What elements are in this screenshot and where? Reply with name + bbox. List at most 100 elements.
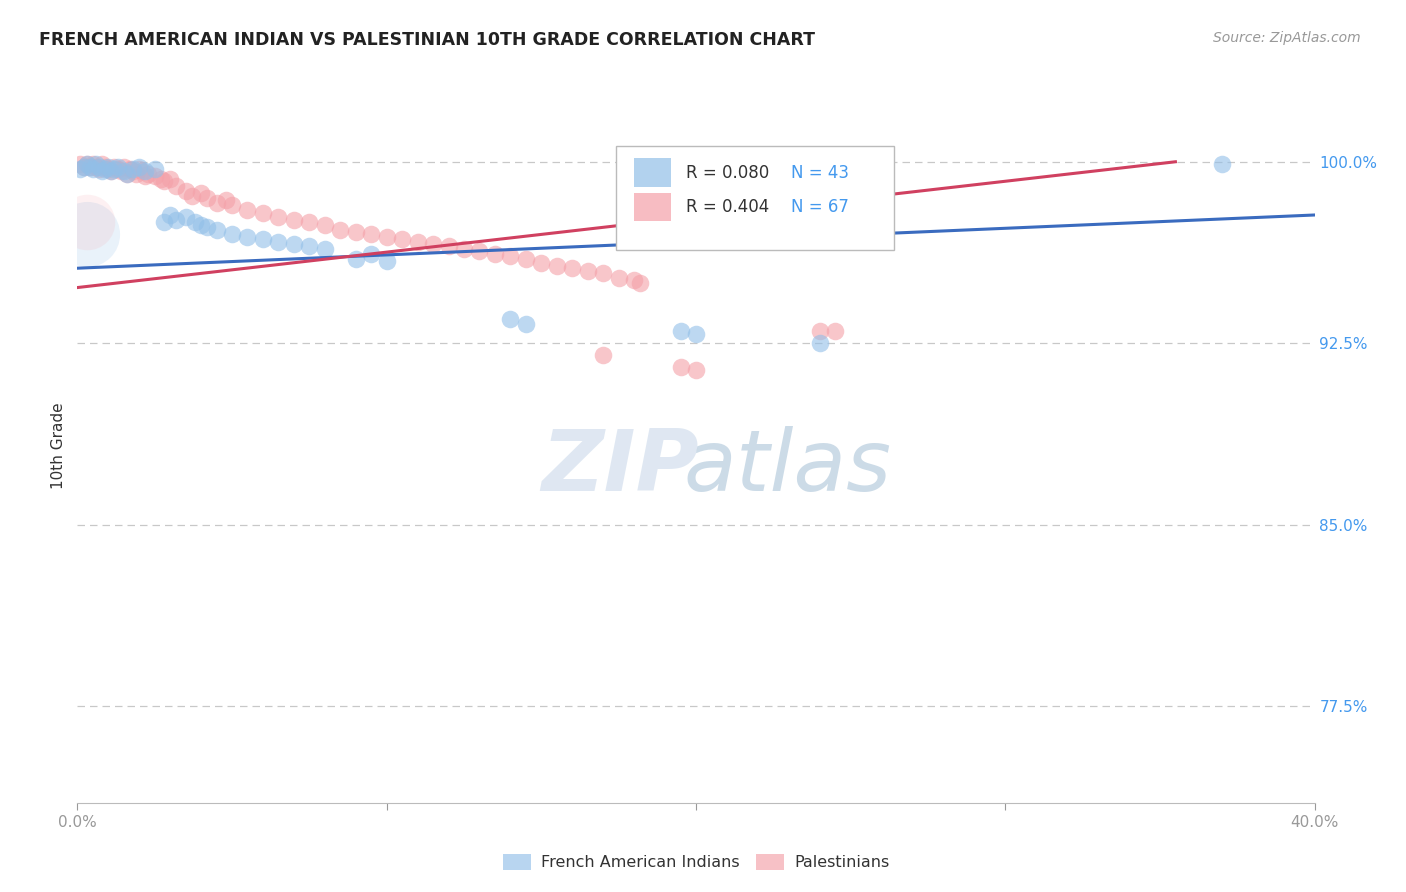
Point [221, 198, 243, 212]
Point [267, 235, 290, 249]
Point [97, 160, 120, 174]
Point [128, 160, 150, 174]
Point [329, 222, 352, 236]
Point [236, 229, 259, 244]
Point [79, 160, 101, 174]
Point [195, 220, 218, 235]
Point [360, 227, 382, 242]
Point [283, 212, 305, 227]
Point [149, 171, 172, 186]
Point [122, 164, 145, 178]
Point [87, 161, 110, 176]
Point [72, 160, 94, 174]
Point [153, 174, 176, 188]
Point [107, 161, 129, 176]
Point [190, 218, 212, 232]
Point [685, 326, 707, 341]
FancyBboxPatch shape [634, 193, 671, 221]
Point [76, 157, 98, 171]
Point [91, 164, 114, 178]
Point [112, 160, 135, 174]
Point [94, 160, 117, 174]
Point [344, 225, 367, 239]
Point [576, 263, 599, 277]
Point [94, 161, 117, 176]
Text: ZIP: ZIP [541, 425, 699, 509]
Point [499, 249, 522, 263]
Point [87, 160, 110, 174]
Point [125, 167, 148, 181]
Point [107, 160, 129, 174]
Point [97, 161, 120, 176]
Y-axis label: 10th Grade: 10th Grade [51, 402, 66, 490]
Point [484, 246, 506, 260]
Point [314, 242, 336, 256]
Point [103, 161, 125, 176]
Point [159, 171, 181, 186]
Point [453, 242, 475, 256]
Point [669, 324, 692, 338]
Point [205, 222, 228, 236]
Point [112, 164, 135, 178]
Point [824, 324, 846, 338]
Point [283, 237, 305, 252]
Point [134, 164, 156, 178]
Point [138, 167, 160, 181]
Point [190, 186, 212, 201]
Point [79, 160, 101, 174]
Point [115, 167, 138, 181]
Point [515, 317, 537, 331]
Point [165, 212, 187, 227]
Point [215, 194, 238, 208]
Point [195, 191, 218, 205]
Point [375, 229, 398, 244]
Point [530, 256, 553, 270]
Text: atlas: atlas [683, 425, 891, 509]
Point [110, 164, 132, 178]
Text: N = 67: N = 67 [792, 198, 849, 216]
Point [174, 184, 197, 198]
Point [76, 227, 98, 242]
Point [546, 259, 568, 273]
Text: Source: ZipAtlas.com: Source: ZipAtlas.com [1213, 31, 1361, 45]
Point [221, 227, 243, 242]
Point [103, 160, 125, 174]
Point [314, 218, 336, 232]
Point [205, 195, 228, 210]
Point [628, 276, 651, 290]
Point [76, 215, 98, 229]
Point [82, 161, 104, 176]
Point [592, 266, 614, 280]
Point [623, 273, 645, 287]
Point [131, 164, 153, 178]
Point [180, 188, 202, 202]
Point [561, 261, 583, 276]
Point [252, 232, 274, 246]
Point [422, 237, 444, 252]
Point [344, 252, 367, 266]
Point [159, 208, 181, 222]
Point [84, 157, 107, 171]
Point [76, 157, 98, 171]
Point [515, 252, 537, 266]
Point [607, 271, 630, 285]
Point [499, 312, 522, 326]
Text: R = 0.404: R = 0.404 [686, 198, 785, 216]
Point [69, 161, 91, 176]
Point [391, 232, 413, 246]
Point [91, 157, 114, 171]
Text: FRENCH AMERICAN INDIAN VS PALESTINIAN 10TH GRADE CORRELATION CHART: FRENCH AMERICAN INDIAN VS PALESTINIAN 10… [39, 31, 815, 49]
Point [685, 363, 707, 377]
FancyBboxPatch shape [616, 146, 894, 250]
Point [298, 215, 321, 229]
Point [808, 336, 831, 351]
Point [134, 169, 156, 184]
Point [122, 161, 145, 176]
Point [468, 244, 491, 259]
Point [184, 215, 207, 229]
Point [143, 169, 166, 184]
FancyBboxPatch shape [634, 159, 671, 187]
Point [165, 178, 187, 193]
Text: R = 0.080: R = 0.080 [686, 164, 785, 182]
Point [100, 164, 122, 178]
